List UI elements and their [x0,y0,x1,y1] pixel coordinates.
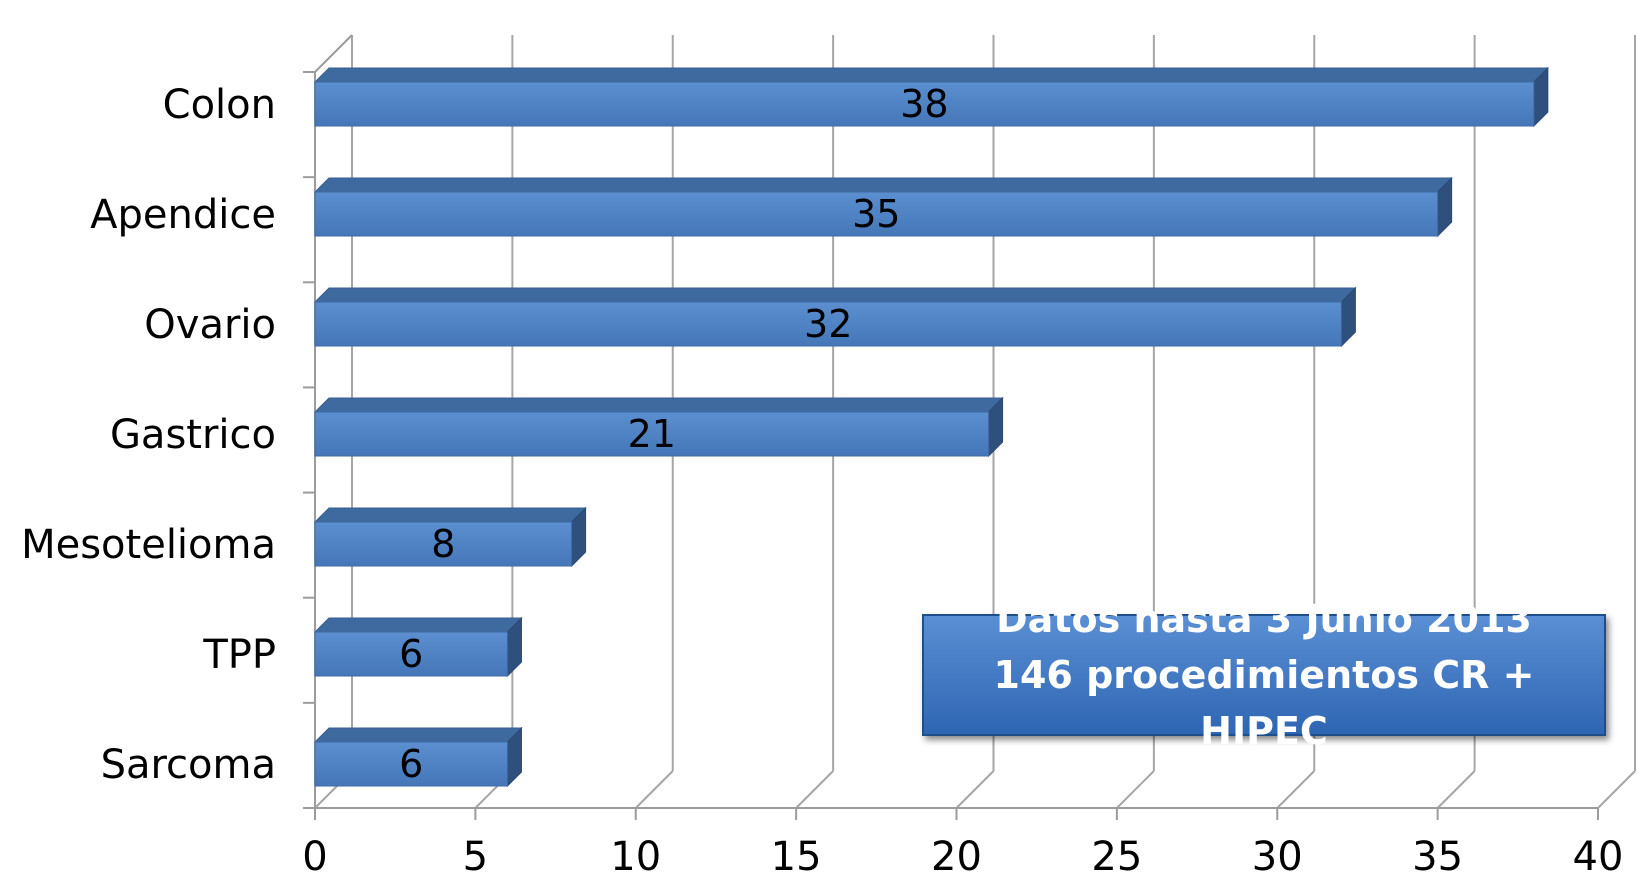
value-label-5: 6 [399,632,423,676]
bar-top-6 [313,727,523,743]
category-label-4: Mesotelioma [21,522,276,568]
x-tick-label-8: 40 [1573,834,1624,880]
bar-front-4 [314,521,573,567]
x-tick-label-7: 35 [1412,834,1463,880]
bar-front-2 [314,301,1342,347]
category-label-0: Colon [163,82,276,128]
value-label-2: 32 [804,302,852,346]
bar-front-5 [314,631,508,677]
floor-gridline-4 [955,770,995,809]
bar-front-0 [314,81,1535,127]
bar-5 [313,616,523,678]
category-label-3: Gastrico [110,412,276,458]
bar-front-6 [314,741,508,787]
bar-front-1 [314,191,1439,237]
floor-gridline-7 [1436,770,1476,809]
floor-gridline-8 [1597,770,1636,809]
label-layer: 0 5 10 15 20 25 30 35 40 38 Colon 35 Apendice 32 Ovari… [21,82,1623,880]
annotation-line-2: 146 procedimientos CR + HIPEC [993,653,1535,753]
bar-top-5 [313,617,523,633]
x-tick-label-4: 20 [931,834,982,880]
y-axis-top-edge [314,34,353,73]
bar-layer [313,66,1550,788]
bar-front-3 [314,411,990,457]
value-label-3: 21 [628,412,676,456]
bar-0 [313,66,1550,128]
bar-2 [313,286,1357,348]
value-label-1: 35 [852,192,900,236]
bar-top-0 [313,67,1550,83]
bar-top-1 [313,177,1453,193]
x-tick-label-1: 5 [463,834,488,880]
bar-6 [313,726,523,788]
value-label-4: 8 [431,522,455,566]
x-tick-label-0: 0 [302,834,327,880]
bar-top-4 [313,507,587,523]
value-label-6: 6 [399,742,423,786]
category-label-2: Ovario [144,302,276,348]
annotation-line-1: Datos hasta 3 Junio 2013 [996,597,1532,641]
floor-gridline-3 [795,770,834,809]
bar-top-3 [313,397,1004,413]
bar-4 [313,506,587,568]
bar-top-2 [313,287,1357,303]
value-label-0: 38 [900,82,948,126]
annotation-box: Datos hasta 3 Junio 2013 146 procedimien… [922,597,1606,753]
bar-1 [313,176,1453,238]
bar-3 [313,396,1004,458]
floor-gridline-6 [1276,770,1315,809]
category-label-5: TPP [202,632,276,678]
category-label-6: Sarcoma [101,742,276,788]
x-tick-label-6: 30 [1252,834,1303,880]
floor-gridline-2 [635,770,674,809]
floor-gridline-5 [1116,770,1155,809]
x-tick-label-5: 25 [1091,834,1142,880]
category-label-1: Apendice [90,192,276,238]
x-tick-label-3: 15 [771,834,822,880]
x-tick-label-2: 10 [610,834,661,880]
